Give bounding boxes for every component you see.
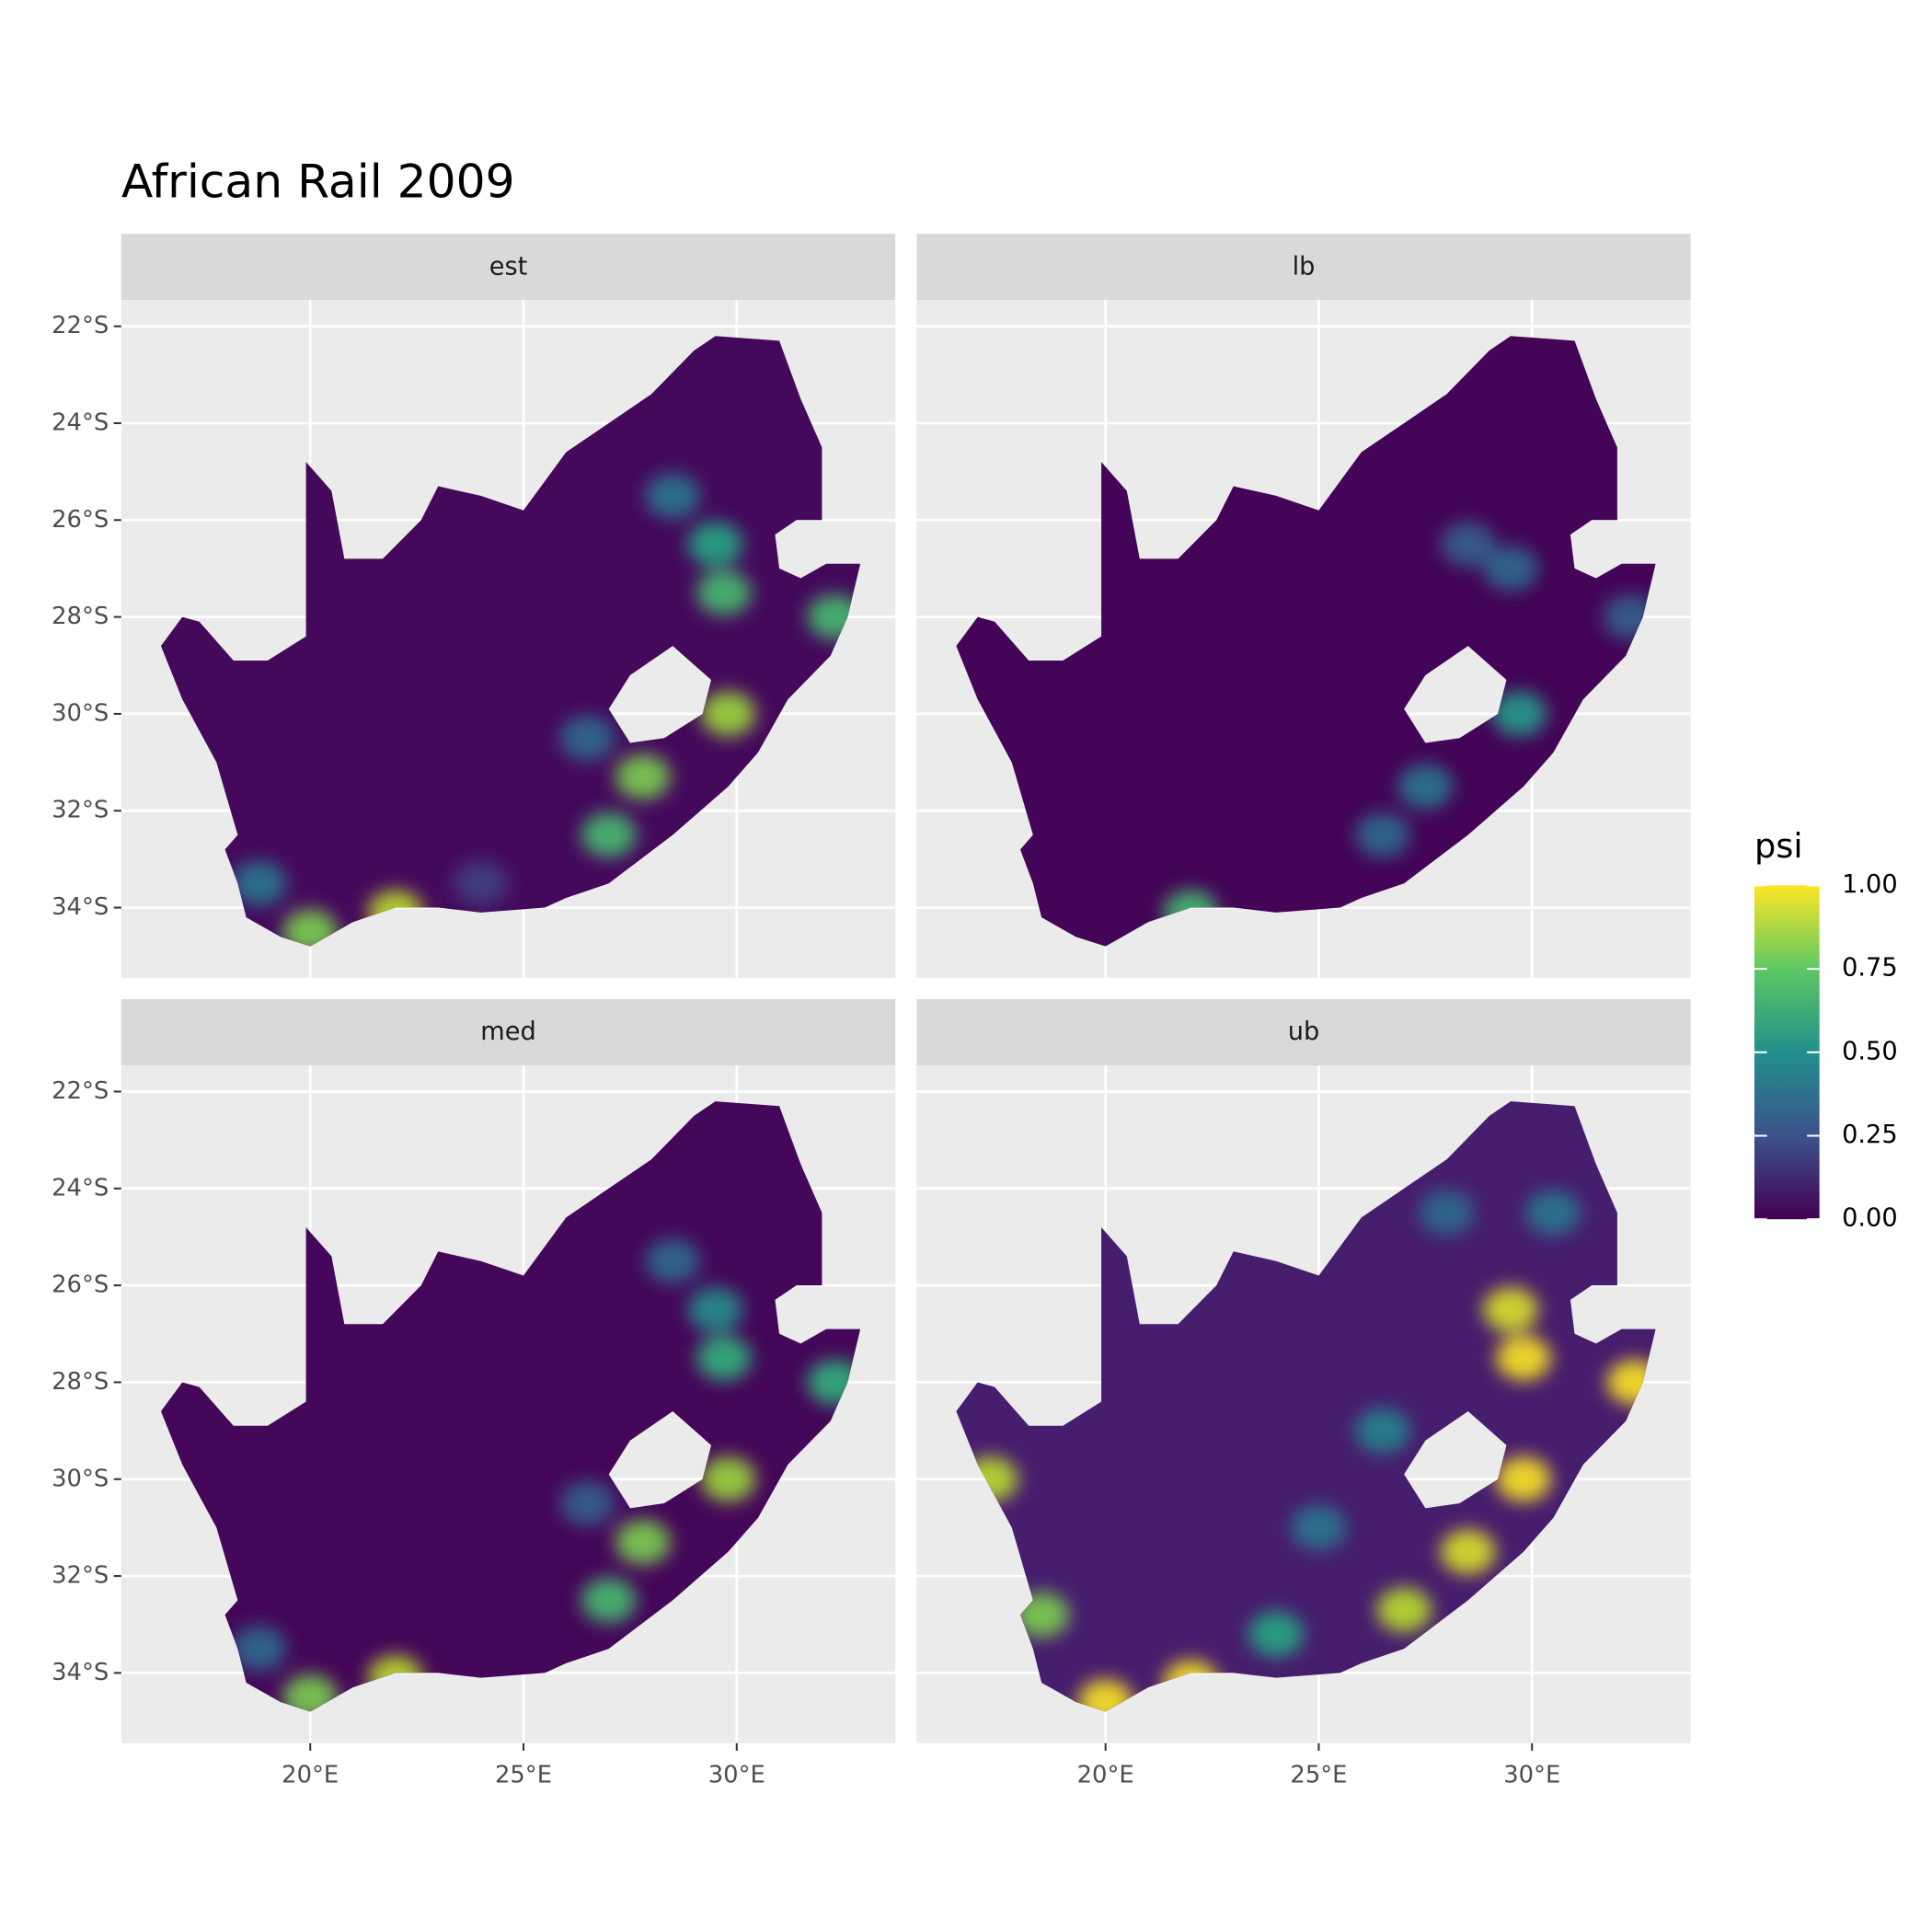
raster-cell	[687, 522, 743, 568]
x-tick-label: 30°E	[1503, 1762, 1560, 1789]
facet-panel: med 20°E 25°E 30°E 22°S 24°S 26°S 28°S 30°S 32°S 3…	[52, 999, 896, 1789]
x-tick-label: 25°E	[495, 1762, 552, 1789]
y-tick-label: 28°S	[52, 603, 109, 630]
raster-cell	[687, 1286, 743, 1332]
raster-cell	[1496, 1456, 1551, 1502]
raster-cell	[453, 860, 509, 906]
y-tick-label: 34°S	[52, 893, 109, 921]
cells	[231, 473, 861, 947]
x-tick-label: 20°E	[1077, 1762, 1134, 1789]
strip	[121, 999, 896, 1066]
raster-cell	[231, 860, 287, 906]
raster-cell	[1483, 1286, 1538, 1332]
raster-cell	[231, 1626, 287, 1672]
legend: 0.00 0.25 0.50 0.75 1.00	[1754, 870, 1898, 1233]
strip-label: med	[480, 1018, 535, 1046]
strip-label: est	[489, 252, 528, 281]
raster-cell	[1355, 812, 1410, 858]
y-tick-label: 30°S	[52, 1465, 109, 1492]
raster-cell	[1248, 1611, 1304, 1657]
facet-panel: ub 20°E 25°E 30°E	[916, 999, 1691, 1789]
raster-cell	[1419, 1190, 1475, 1236]
raster-cell	[1355, 1408, 1410, 1454]
y-tick-label: 24°S	[52, 1174, 109, 1202]
strip	[916, 999, 1691, 1066]
raster-cell	[1376, 1587, 1432, 1633]
legend-label: 0.25	[1842, 1121, 1897, 1149]
facet-panel: lb	[916, 234, 1691, 978]
raster-cell	[700, 1456, 756, 1502]
x-tick-label: 20°E	[282, 1762, 339, 1789]
raster-cell	[559, 1480, 615, 1526]
strip-label: lb	[1293, 252, 1316, 281]
raster-cell	[1291, 1504, 1347, 1550]
raster-cell	[581, 1577, 637, 1623]
raster-cell	[1525, 1190, 1581, 1236]
legend-label: 0.75	[1842, 954, 1897, 983]
raster-cell	[645, 1238, 701, 1284]
facet-panel: est 22°S 24°S 26°S 28°S 30°S 32°S 34°S	[52, 234, 896, 978]
raster-cell	[696, 1335, 752, 1381]
strip	[916, 234, 1691, 301]
cell-layer	[231, 473, 861, 947]
y-tick-label: 26°S	[52, 1271, 109, 1299]
raster-cell	[1483, 546, 1538, 592]
raster-cell	[700, 691, 756, 737]
raster-cell	[615, 1519, 671, 1565]
raster-cell	[581, 812, 637, 858]
legend-label: 0.00	[1842, 1204, 1897, 1233]
raster-cell	[696, 569, 752, 615]
y-tick-label: 32°S	[52, 1562, 109, 1590]
raster-cell	[559, 715, 615, 761]
raster-cell	[615, 753, 671, 799]
strip	[121, 234, 896, 301]
raster-cell	[1440, 1529, 1496, 1575]
x-tick-label: 25°E	[1290, 1762, 1347, 1789]
raster-cell	[1496, 1335, 1551, 1381]
raster-cell	[1491, 691, 1547, 737]
y-tick-label: 30°S	[52, 699, 109, 727]
legend-title: psi	[1754, 826, 1803, 866]
strip-label: ub	[1288, 1018, 1319, 1046]
country-fill	[956, 336, 1656, 947]
raster-cell	[1077, 1679, 1133, 1712]
legend-label: 0.50	[1842, 1037, 1897, 1065]
y-tick-label: 32°S	[52, 797, 109, 824]
y-tick-label: 22°S	[52, 312, 109, 339]
y-tick-label: 34°S	[52, 1659, 109, 1686]
legend-label: 1.00	[1842, 870, 1897, 899]
x-tick-label: 30°E	[708, 1762, 765, 1789]
y-tick-label: 24°S	[52, 408, 109, 436]
y-tick-label: 26°S	[52, 506, 109, 534]
y-tick-label: 22°S	[52, 1077, 109, 1105]
y-tick-label: 28°S	[52, 1368, 109, 1396]
chart-title: African Rail 2009	[121, 155, 515, 209]
raster-cell	[1397, 764, 1454, 810]
raster-cell	[1440, 522, 1496, 568]
raster-cell	[645, 473, 701, 519]
